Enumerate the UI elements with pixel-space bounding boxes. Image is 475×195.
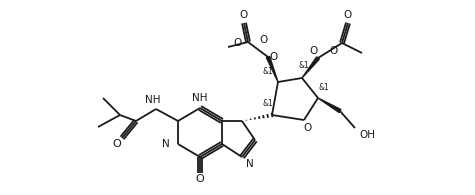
Text: O: O	[330, 46, 338, 56]
Text: O: O	[344, 10, 352, 20]
Text: N: N	[162, 139, 170, 149]
Text: &1: &1	[319, 83, 329, 92]
Text: O: O	[309, 46, 317, 56]
Text: O: O	[270, 52, 278, 62]
Text: N: N	[246, 159, 254, 169]
Text: O: O	[240, 10, 248, 20]
Text: O: O	[304, 123, 312, 133]
Text: O: O	[234, 38, 242, 48]
Text: &1: &1	[263, 67, 274, 76]
Text: &1: &1	[299, 61, 309, 71]
Polygon shape	[302, 57, 319, 78]
Text: O: O	[196, 174, 204, 184]
Polygon shape	[266, 56, 278, 82]
Text: &1: &1	[263, 98, 274, 107]
Text: OH: OH	[359, 130, 375, 140]
Text: NH: NH	[192, 93, 208, 103]
Polygon shape	[318, 98, 341, 113]
Text: O: O	[260, 35, 268, 45]
Text: NH: NH	[145, 95, 161, 105]
Text: O: O	[113, 139, 122, 149]
